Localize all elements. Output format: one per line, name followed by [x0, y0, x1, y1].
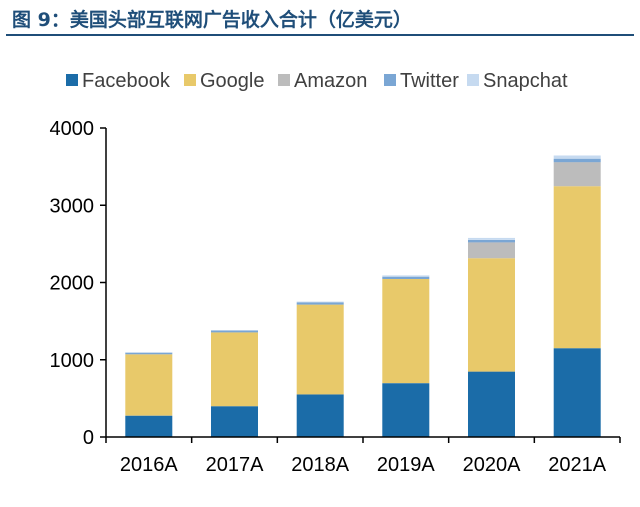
bar-snapchat-2021a [553, 155, 601, 159]
stacked-bar-chart: Facebook Google Amazon Twitter Snapchat 0 100… [50, 70, 621, 476]
bar-twitter-2017a [211, 330, 258, 333]
legend-label-twitter: Twitter [400, 70, 459, 92]
bar-google-2016a [125, 354, 173, 416]
bar-twitter-2021a [553, 158, 601, 163]
x-tick-label: 2017A [206, 454, 264, 476]
bar-facebook-2016a [125, 415, 173, 437]
legend-swatch-facebook [66, 74, 78, 86]
bar-snapchat-2017a [211, 330, 258, 331]
bar-snapchat-2020a [468, 237, 515, 240]
x-tick-label: 2018A [291, 454, 349, 476]
bar-twitter-2019a [382, 276, 430, 279]
y-tick-label: 0 [83, 427, 94, 449]
x-tick-label: 2016A [120, 454, 178, 476]
bar-facebook-2021a [553, 348, 601, 437]
x-tick-label: 2020A [463, 454, 521, 476]
legend-swatch-google [184, 74, 196, 86]
bar-google-2019a [382, 279, 430, 384]
chart-axes: 0 1000 2000 3000 4000 2016A 2017A 2018A 2019A 202… [50, 118, 621, 476]
legend-swatch-snapchat [467, 74, 479, 86]
bar-facebook-2019a [382, 383, 430, 437]
chart-legend: Facebook Google Amazon Twitter Snapchat [66, 70, 568, 92]
legend-label-amazon: Amazon [294, 70, 367, 92]
bar-google-2018a [296, 304, 344, 395]
bar-snapchat-2016a [125, 352, 173, 353]
chart-bars [125, 155, 601, 437]
legend-label-google: Google [200, 70, 265, 92]
bar-snapchat-2018a [296, 301, 344, 303]
bar-facebook-2020a [468, 371, 515, 437]
y-tick-label: 2000 [50, 273, 95, 295]
y-tick-label: 3000 [50, 195, 95, 217]
bar-amazon-2020a [468, 242, 515, 259]
bar-google-2021a [553, 186, 601, 349]
bar-google-2017a [211, 332, 258, 407]
figure-header: 图 9：美国头部互联网广告收入合计（亿美元） [6, 2, 634, 36]
legend-swatch-twitter [384, 74, 396, 86]
y-tick-label: 4000 [50, 118, 95, 140]
bar-snapchat-2019a [382, 275, 430, 277]
x-tick-label: 2021A [548, 454, 606, 476]
bar-twitter-2020a [468, 239, 515, 243]
bar-amazon-2021a [553, 162, 601, 187]
legend-label-facebook: Facebook [82, 70, 171, 92]
y-tick-label: 1000 [50, 350, 95, 372]
x-tick-label: 2019A [377, 454, 435, 476]
legend-label-snapchat: Snapchat [483, 70, 568, 92]
bar-twitter-2018a [296, 302, 344, 305]
bar-facebook-2017a [211, 406, 258, 437]
figure-title: 图 9：美国头部互联网广告收入合计（亿美元） [12, 9, 412, 31]
bar-facebook-2018a [296, 394, 344, 437]
bar-google-2020a [468, 258, 515, 372]
legend-swatch-amazon [278, 74, 290, 86]
bar-twitter-2016a [125, 352, 173, 355]
